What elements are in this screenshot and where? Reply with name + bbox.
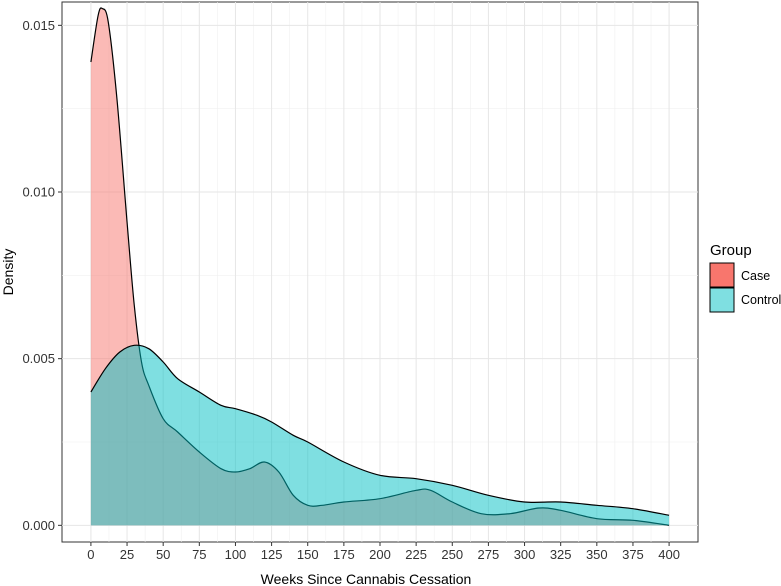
x-tick-label: 375 <box>622 547 644 562</box>
y-tick-label: 0.005 <box>22 351 55 366</box>
y-tick-label: 0.010 <box>22 185 55 200</box>
x-tick-label: 300 <box>514 547 536 562</box>
x-tick-label: 325 <box>550 547 572 562</box>
x-tick-label: 25 <box>120 547 134 562</box>
y-axis: 0.000 0.005 0.010 0.015 <box>22 18 62 533</box>
x-tick-label: 200 <box>369 547 391 562</box>
legend-label-control: Control <box>741 293 781 307</box>
density-areas <box>90 7 670 526</box>
x-tick-label: 150 <box>297 547 319 562</box>
x-tick-label: 125 <box>261 547 283 562</box>
x-tick-label: 225 <box>405 547 427 562</box>
curve-control <box>90 344 670 516</box>
legend: Group Case Control <box>709 242 781 313</box>
x-tick-label: 100 <box>225 547 247 562</box>
legend-label-case: Case <box>741 269 770 283</box>
x-tick-label: 275 <box>478 547 500 562</box>
x-tick-label: 175 <box>333 547 355 562</box>
y-tick-label: 0.000 <box>22 518 55 533</box>
area-control <box>90 345 670 526</box>
legend-title: Group <box>710 242 752 259</box>
y-axis-title: Density <box>0 249 16 296</box>
y-tick-label: 0.015 <box>22 18 55 33</box>
x-tick-label: 250 <box>441 547 463 562</box>
x-tick-label: 350 <box>586 547 608 562</box>
x-tick-label: 50 <box>156 547 170 562</box>
x-axis: 0 25 50 75 100 125 150 175 200 225 250 275 300 325 350… <box>87 542 680 562</box>
legend-key-case <box>709 262 735 288</box>
x-tick-label: 75 <box>192 547 206 562</box>
x-tick-label: 400 <box>658 547 680 562</box>
x-axis-title: Weeks Since Cannabis Cessation <box>261 571 472 586</box>
x-tick-label: 0 <box>87 547 94 562</box>
legend-key-control <box>709 287 735 313</box>
